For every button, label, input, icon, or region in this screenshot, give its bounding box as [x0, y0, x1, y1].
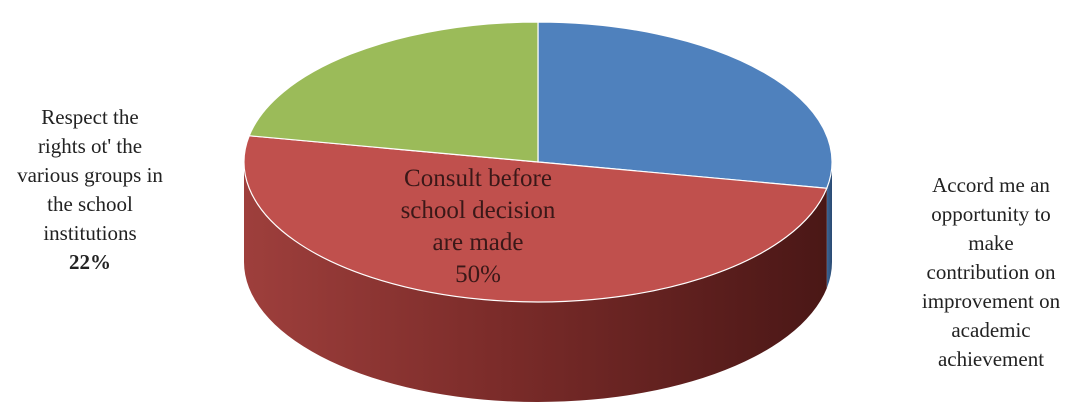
label-right-line: make	[968, 231, 1014, 255]
pie-group	[243, 21, 833, 403]
label-right-line: academic	[951, 318, 1031, 342]
label-left-line: the school	[47, 192, 133, 216]
pie-slice-2	[248, 21, 539, 163]
label-right-line: contribution on	[926, 260, 1056, 284]
label-right-line: achievement	[937, 347, 1045, 371]
label-left-line: rights ot' the	[37, 134, 143, 158]
pie-slice-0	[537, 21, 833, 189]
label-respect-rights: Respect the rights ot' the various group…	[2, 103, 178, 277]
label-right-line: opportunity to	[931, 202, 1051, 226]
pie-slice-1	[243, 135, 828, 303]
pie-side-1	[244, 162, 827, 403]
label-right-line: Accord me an	[932, 173, 1050, 197]
label-right-line: improvement on	[921, 289, 1061, 313]
label-consult-before-decision: Consult before school decision are made …	[340, 163, 616, 291]
center-label-percent: 50%	[455, 261, 501, 288]
center-label-line: Consult before	[404, 165, 552, 192]
label-left-percent: 22%	[69, 250, 111, 274]
label-left-line: various groups in	[17, 163, 163, 187]
center-label-line: school decision	[400, 197, 556, 224]
label-left-line: Respect the	[41, 105, 139, 129]
label-left-line: institutions	[43, 221, 137, 245]
center-label-line: are made	[432, 229, 524, 256]
label-accord-opportunity: Accord me an opportunity to make contrib…	[905, 171, 1077, 374]
pie-side-0	[826, 162, 832, 289]
